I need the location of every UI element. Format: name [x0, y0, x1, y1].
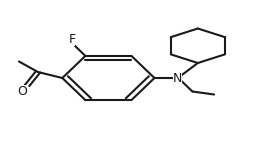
- Text: N: N: [173, 72, 182, 84]
- Text: F: F: [68, 33, 75, 46]
- Text: O: O: [17, 85, 27, 98]
